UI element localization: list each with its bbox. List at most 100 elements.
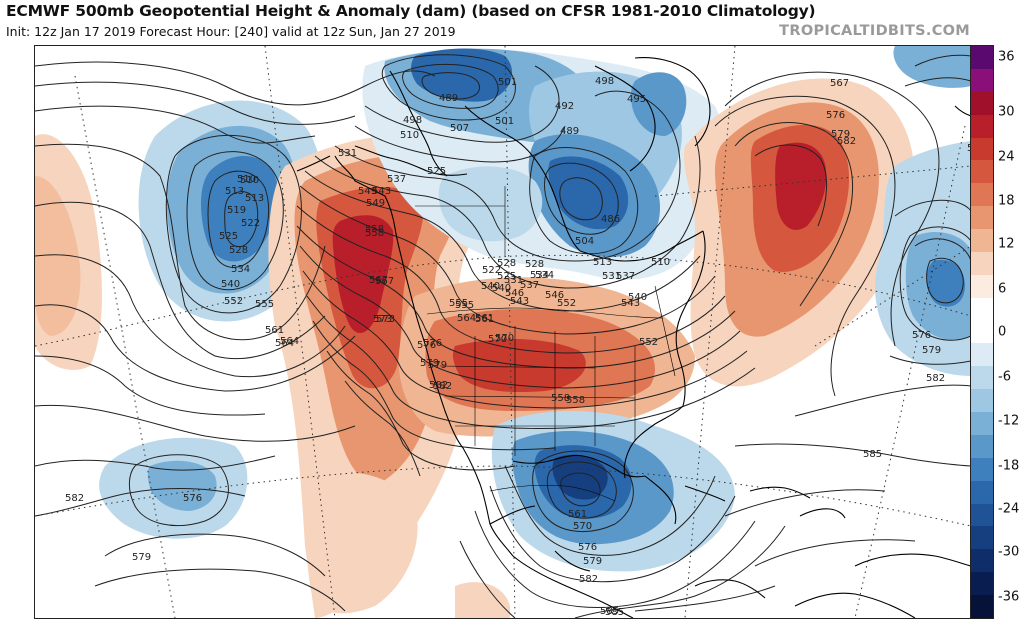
- colorbar-segment: [971, 297, 993, 322]
- contour-label: 525: [427, 166, 446, 177]
- contour-label: 534: [231, 264, 250, 275]
- contour-label: 558: [365, 228, 384, 239]
- contour-label: 501: [498, 77, 517, 88]
- latlon-grid: [35, 46, 971, 618]
- colorbar-tick-label: 18: [998, 193, 1015, 209]
- colorbar-segment: [971, 480, 993, 505]
- coastlines: [296, 57, 971, 618]
- colorbar-segment: [971, 366, 993, 390]
- contour-label: 549: [358, 186, 377, 197]
- colorbar-tick-label: -12: [998, 413, 1020, 429]
- contour-label: 552: [557, 298, 576, 309]
- contour-label: 576: [417, 340, 436, 351]
- contour-label: 567: [830, 78, 849, 89]
- contour-label: 555: [255, 299, 274, 310]
- forecast-info: Init: 12z Jan 17 2019 Forecast Hour: [24…: [6, 24, 456, 39]
- contour-label: 546: [505, 288, 524, 299]
- contour-label: 540: [492, 283, 511, 294]
- contour-label: 504: [575, 236, 594, 247]
- colorbar-segment: [971, 114, 993, 138]
- contour-label: 543: [510, 296, 529, 307]
- contour-label: 582: [926, 373, 945, 384]
- contour-label: 573: [967, 143, 971, 154]
- contour-label: 570: [573, 521, 592, 532]
- contour-label: 555: [455, 300, 474, 311]
- contour-label: 579: [583, 556, 602, 567]
- colorbar-tick-label: 12: [998, 236, 1015, 252]
- colorbar-segment: [971, 595, 993, 618]
- colorbar-segment: [971, 457, 993, 482]
- contour-label: 522: [482, 265, 501, 276]
- contour-label: 528: [497, 258, 516, 269]
- colorbar-tick-label: 24: [998, 149, 1015, 165]
- colorbar-segment: [971, 251, 993, 276]
- contour-label: 567: [369, 275, 388, 286]
- contour-label: 543: [372, 186, 391, 197]
- contour-label: 525: [497, 271, 516, 282]
- height-contours: [35, 54, 971, 618]
- contour-label: 567: [375, 276, 394, 287]
- contour-label: 528: [525, 259, 544, 270]
- contour-label: 540: [481, 281, 500, 292]
- colorbar-segment: [971, 137, 993, 161]
- contour-label: 489: [439, 93, 458, 104]
- site-watermark[interactable]: TROPICALTIDBITS.COM: [779, 23, 970, 39]
- contour-label: 576: [912, 330, 931, 341]
- contour-label: 579: [922, 345, 941, 356]
- contour-label: 558: [365, 224, 384, 235]
- political-borders: [415, 186, 676, 502]
- colorbar: [970, 45, 994, 619]
- contour-label: 510: [237, 174, 256, 185]
- contour-label: 513: [225, 186, 244, 197]
- colorbar-segment: [971, 503, 993, 527]
- colorbar-segment: [971, 229, 993, 253]
- contour-label: 582: [837, 136, 856, 147]
- contour-label: 576: [423, 338, 442, 349]
- anomaly-shading: [35, 46, 971, 618]
- colorbar-segment: [971, 183, 993, 207]
- contour-label: 510: [651, 257, 670, 268]
- contour-label: 513: [245, 193, 264, 204]
- contour-label: 534: [530, 270, 549, 281]
- colorbar-tick-label: -36: [998, 589, 1020, 605]
- contour-label: 513: [593, 257, 612, 268]
- contour-label: 564: [280, 336, 299, 347]
- colorbar-tick-label: 6: [998, 281, 1007, 297]
- contour-label: 537: [387, 174, 406, 185]
- contour-label: 564: [457, 313, 476, 324]
- colorbar-segment: [971, 572, 993, 596]
- colorbar-segment: [971, 320, 993, 344]
- colorbar-tick-label: -6: [998, 369, 1011, 385]
- contour-label: 522: [241, 218, 260, 229]
- contour-label: 498: [403, 115, 422, 126]
- contour-label: 537: [520, 280, 539, 291]
- contour-label: 537: [616, 271, 635, 282]
- contour-label: 573: [376, 314, 395, 325]
- contour-label: 501: [495, 116, 514, 127]
- colorbar-tick-label: 36: [998, 49, 1015, 65]
- colorbar-tick-label: -24: [998, 501, 1020, 517]
- contour-label: 561: [475, 314, 494, 325]
- contour-label: 540: [628, 292, 647, 303]
- contour-label: 561: [265, 325, 284, 336]
- contour-label: 570: [495, 333, 514, 344]
- colorbar-segment: [971, 434, 993, 459]
- contour-label: 543: [621, 298, 640, 309]
- weather-map: 489 498 501 495 498 510 507 501 492 489 486 504 510 5…: [34, 45, 972, 619]
- contour-label: 555: [449, 298, 468, 309]
- contour-label: 570: [488, 334, 507, 345]
- colorbar-tick-label: 0: [998, 324, 1007, 340]
- contour-label: 564: [275, 338, 294, 349]
- contour-label: 531: [504, 275, 523, 286]
- contour-label: 576: [183, 493, 202, 504]
- contour-label: 582: [65, 493, 84, 504]
- colorbar-tick-label: -18: [998, 458, 1020, 474]
- contour-label: 549: [366, 198, 385, 209]
- contour-label: 561: [568, 509, 587, 520]
- colorbar-segment: [971, 412, 993, 436]
- contour-label: 585: [600, 606, 619, 617]
- colorbar-segment: [971, 343, 993, 367]
- contour-label: 585: [605, 607, 624, 618]
- map-title: ECMWF 500mb Geopotential Height & Anomal…: [6, 2, 816, 20]
- contour-label: 579: [428, 360, 447, 371]
